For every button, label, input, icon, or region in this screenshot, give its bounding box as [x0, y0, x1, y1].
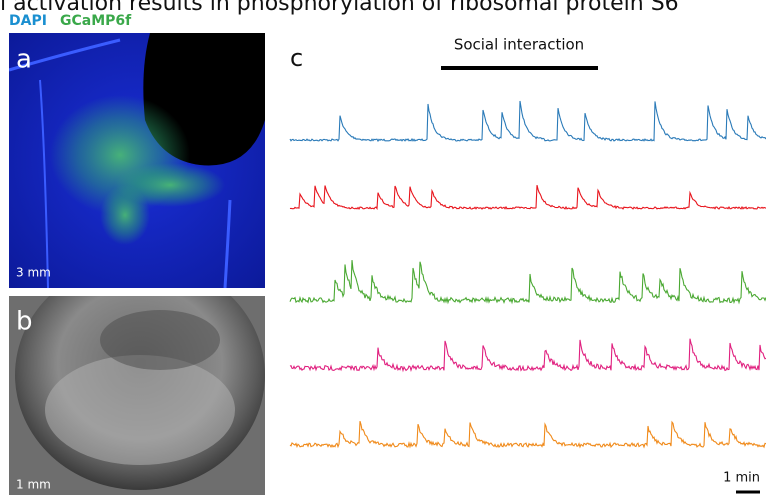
panel-a-image — [9, 33, 265, 288]
time-scale-label: 1 min — [723, 471, 760, 486]
panel-b-label: b — [16, 307, 33, 337]
panel-b-scale: 1 mm — [16, 478, 51, 492]
trace — [290, 185, 766, 209]
panel-a-label: a — [16, 45, 32, 75]
event-label: Social interaction — [454, 36, 584, 54]
trace — [290, 101, 766, 141]
panel-b-image — [9, 260, 265, 495]
panel-a-scale: 3 mm — [16, 266, 51, 280]
trace — [290, 421, 766, 447]
channel-dapi: DAPI — [9, 13, 47, 29]
trace — [290, 260, 766, 302]
figure: l activation results in phosphorylation … — [0, 0, 766, 495]
channel-gcamp: GCaMP6f — [60, 13, 132, 29]
traces — [290, 101, 766, 447]
panel-c-label: c — [290, 44, 303, 72]
trace — [290, 339, 766, 371]
